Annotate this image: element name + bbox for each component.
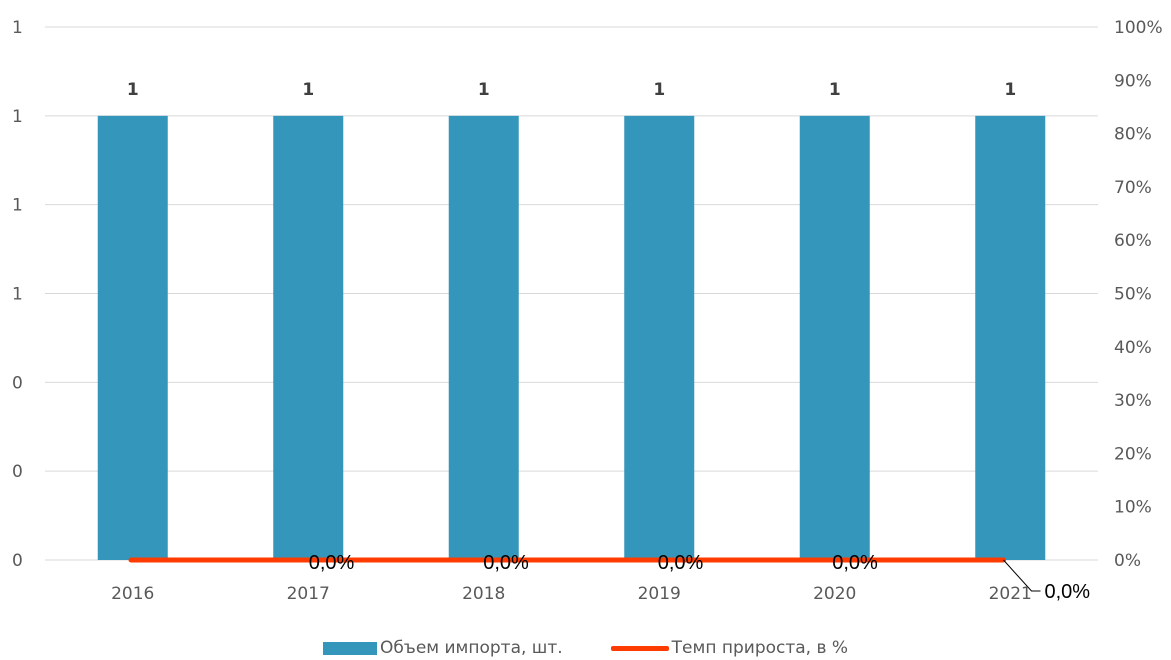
line-data-label: 0,0% bbox=[832, 552, 878, 574]
right-tick-label: 50% bbox=[1114, 285, 1152, 305]
legend-bar-swatch bbox=[322, 641, 377, 655]
x-axis: 2016 2017 2018 2019 2020 2021 bbox=[111, 584, 1032, 604]
bar bbox=[799, 115, 870, 560]
legend-line-swatch bbox=[610, 645, 669, 651]
bar bbox=[448, 115, 519, 560]
right-tick-label: 80% bbox=[1114, 125, 1152, 145]
data-label-leader-line bbox=[1003, 559, 1041, 592]
left-tick-label: 0 bbox=[12, 373, 23, 393]
line-data-label: 0,0% bbox=[1045, 581, 1091, 603]
bar-data-label: 1 bbox=[127, 80, 139, 100]
right-tick-label: 100% bbox=[1114, 18, 1163, 38]
right-axis: 0% 10% 20% 30% 40% 50% 60% 70% 80% 90% 100% bbox=[1114, 18, 1163, 571]
bar-data-label: 1 bbox=[829, 80, 841, 100]
left-tick-label: 1 bbox=[12, 196, 23, 216]
left-tick-label: 0 bbox=[12, 462, 23, 482]
legend-item-line: Темп прироста, в % bbox=[610, 638, 849, 658]
right-tick-label: 70% bbox=[1114, 178, 1152, 198]
legend-line-label: Темп прироста, в % bbox=[671, 638, 849, 658]
right-tick-label: 30% bbox=[1114, 391, 1152, 411]
line-data-labels: 0,0% 0,0% 0,0% 0,0% 0,0% bbox=[309, 552, 1091, 603]
right-tick-label: 20% bbox=[1114, 444, 1152, 464]
bar-data-label: 1 bbox=[302, 80, 314, 100]
bar-data-label: 1 bbox=[653, 80, 665, 100]
right-tick-label: 0% bbox=[1114, 551, 1141, 571]
right-tick-label: 60% bbox=[1114, 231, 1152, 251]
bar bbox=[273, 115, 344, 560]
legend: Объем импорта, шт. Темп прироста, в % bbox=[0, 637, 1171, 659]
x-tick-label: 2018 bbox=[462, 584, 505, 604]
left-tick-label: 0 bbox=[12, 551, 23, 571]
line-data-label: 0,0% bbox=[309, 552, 355, 574]
bar-series bbox=[97, 115, 1046, 560]
line-data-label: 0,0% bbox=[483, 552, 529, 574]
legend-bar-label: Объем импорта, шт. bbox=[379, 638, 563, 658]
right-tick-label: 40% bbox=[1114, 338, 1152, 358]
legend-item-bar: Объем импорта, шт. bbox=[322, 638, 563, 658]
x-tick-label: 2020 bbox=[813, 584, 856, 604]
right-tick-label: 10% bbox=[1114, 498, 1152, 518]
left-tick-label: 1 bbox=[12, 107, 23, 127]
left-axis: 0 0 0 1 1 1 1 bbox=[12, 18, 23, 571]
x-tick-label: 2021 bbox=[989, 584, 1032, 604]
x-tick-label: 2017 bbox=[287, 584, 330, 604]
bar bbox=[97, 115, 168, 560]
x-tick-label: 2019 bbox=[638, 584, 681, 604]
bar bbox=[975, 115, 1046, 560]
left-tick-label: 1 bbox=[12, 285, 23, 305]
bar-data-label: 1 bbox=[478, 80, 490, 100]
right-tick-label: 90% bbox=[1114, 71, 1152, 91]
bar-data-label: 1 bbox=[1004, 80, 1016, 100]
gridlines bbox=[45, 26, 1098, 561]
bar bbox=[624, 115, 695, 560]
bar-data-labels: 1 1 1 1 1 1 bbox=[127, 80, 1016, 100]
x-tick-label: 2016 bbox=[111, 584, 154, 604]
line-data-label: 0,0% bbox=[658, 552, 704, 574]
combo-chart: 0 0 0 1 1 1 1 0% 10% 20% 30% 40% 50% 60% 70% 80% 90% 100… bbox=[12, 18, 1163, 604]
left-tick-label: 1 bbox=[12, 18, 23, 38]
